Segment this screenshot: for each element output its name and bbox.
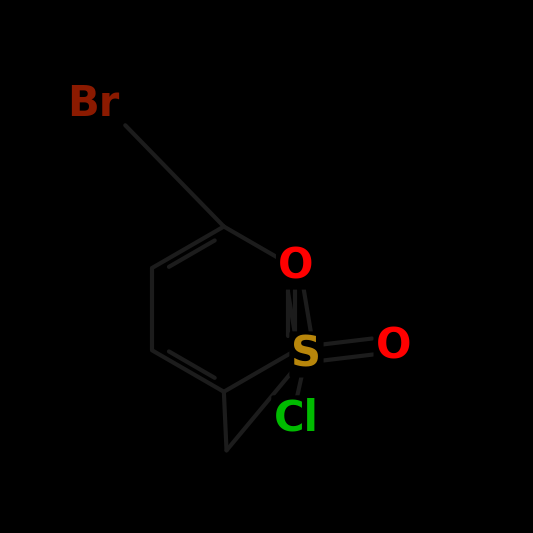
Text: Br: Br — [67, 83, 119, 125]
Text: O: O — [278, 246, 313, 287]
Text: Cl: Cl — [273, 398, 318, 439]
Text: S: S — [292, 334, 321, 375]
Text: O: O — [376, 326, 411, 367]
